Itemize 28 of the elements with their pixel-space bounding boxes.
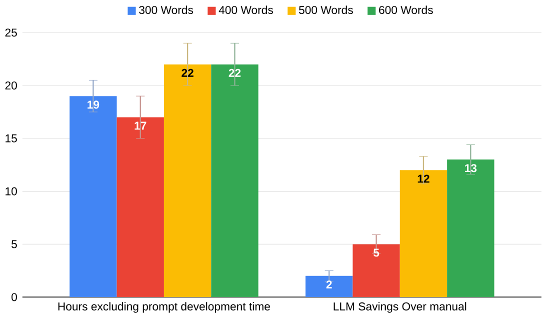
data-label: 12 <box>418 174 430 182</box>
legend-label: 600 Words <box>379 5 433 14</box>
data-label: 22 <box>182 68 194 77</box>
legend-label: 300 Words <box>139 5 194 14</box>
data-label: 2 <box>326 280 332 288</box>
legend-label: 500 Words <box>298 5 353 14</box>
bar <box>400 170 448 297</box>
y-tick-label: 20 <box>5 81 17 90</box>
y-tick-label: 10 <box>6 187 17 196</box>
legend-label: 400 Words <box>218 5 273 14</box>
bar <box>447 159 494 297</box>
x-tick-label: Hours excluding prompt development time <box>58 302 270 312</box>
y-tick-label: 15 <box>6 134 17 142</box>
y-tick-label: 5 <box>12 240 17 248</box>
y-tick-label: 25 <box>5 28 17 36</box>
bar <box>352 244 400 297</box>
data-label: 5 <box>373 248 380 256</box>
bar <box>70 96 117 297</box>
x-tick-label: LLM Savings Over manual <box>334 302 466 312</box>
data-label: 13 <box>465 164 477 172</box>
bar <box>211 64 258 297</box>
bar <box>306 276 353 297</box>
data-label: 19 <box>88 100 100 108</box>
bar <box>164 64 212 297</box>
y-tick-label: 0 <box>12 292 17 301</box>
bar <box>116 117 164 297</box>
data-label: 17 <box>134 122 146 130</box>
data-label: 22 <box>228 68 241 77</box>
